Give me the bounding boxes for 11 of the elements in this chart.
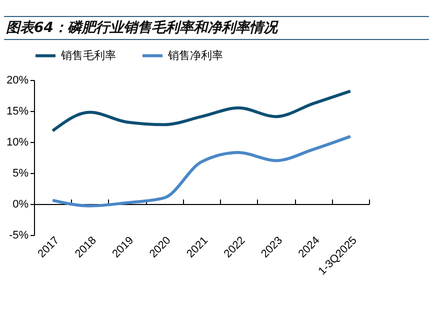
legend-label: 销售净利率	[167, 48, 223, 62]
line-series	[51, 134, 352, 208]
y-tick-label: 10%	[6, 136, 29, 148]
y-tick-label: 5%	[12, 168, 29, 180]
line-series	[51, 90, 352, 132]
y-tick-label: 20%	[6, 74, 29, 86]
legend-label: 销售毛利率	[60, 48, 116, 62]
chart-title: 图表64：磷肥行业销售毛利率和净利率情况	[4, 16, 429, 40]
y-tick-label: 15%	[6, 106, 29, 118]
y-tick-label: 0%	[12, 198, 29, 210]
y-tick-label: -5%	[8, 230, 29, 242]
